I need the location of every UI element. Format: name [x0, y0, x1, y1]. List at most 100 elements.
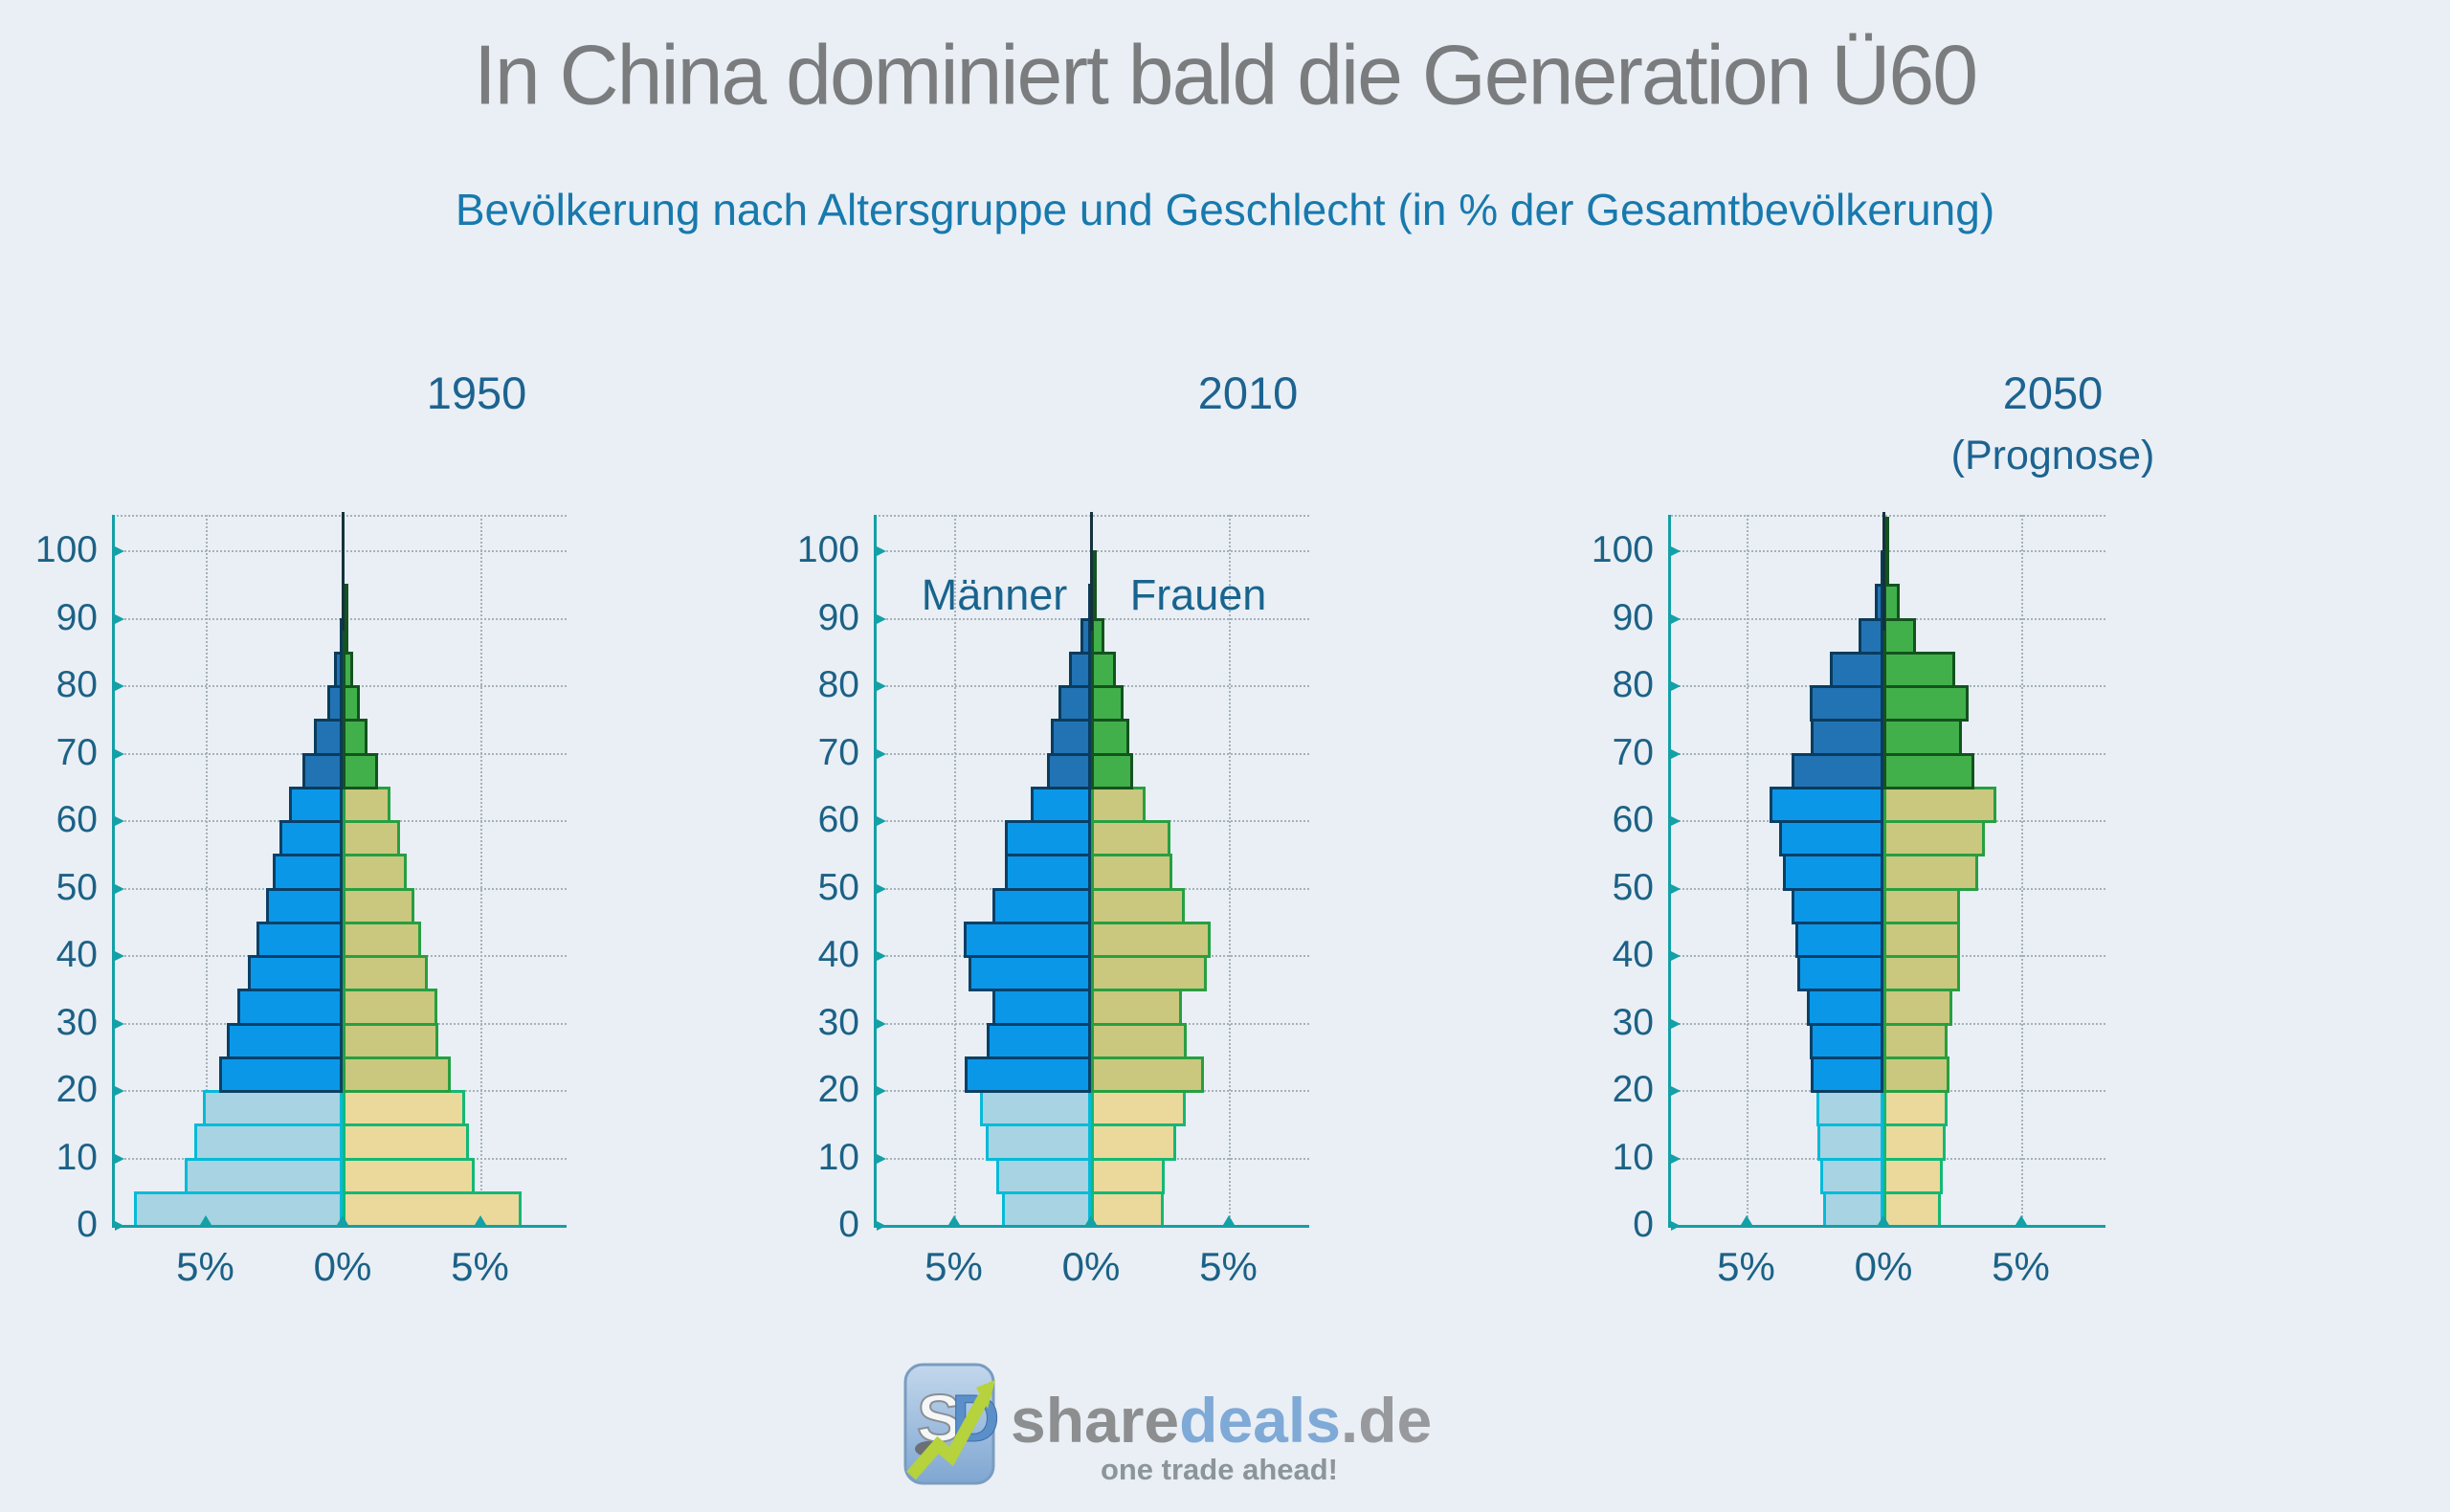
- bar-1950-female-45-49: [343, 887, 414, 924]
- bar-2010-female-25-29: [1091, 1022, 1188, 1059]
- bar-1950-male-30-34: [236, 989, 343, 1026]
- y-tick-2010-30: [877, 1018, 886, 1029]
- bar-2010-male-50-54: [1004, 854, 1091, 891]
- y-axis-1950: [112, 515, 115, 1228]
- bar-2050-male-5-9: [1819, 1157, 1883, 1194]
- y-tick-2050-70: [1671, 748, 1681, 759]
- x-tick-2050--5: [1740, 1215, 1752, 1225]
- bar-2050-female-35-39: [1883, 955, 1961, 992]
- y-tick-label-2010-20: 20: [817, 1069, 859, 1110]
- y-tick-label-2010-90: 90: [817, 596, 859, 638]
- bar-2010-female-35-39: [1091, 955, 1207, 992]
- logo-word-de: .de: [1340, 1385, 1433, 1456]
- y-tick-2010-60: [877, 816, 886, 826]
- bar-2010-female-50-54: [1091, 854, 1172, 891]
- logo-wordmark: sharedeals.de: [1011, 1384, 1432, 1456]
- bar-2010-male-85-89: [1080, 617, 1091, 655]
- y-tick-2050-80: [1671, 681, 1681, 691]
- y-tick-1950-70: [115, 748, 124, 759]
- bar-2050-female-85-89: [1883, 617, 1917, 655]
- y-tick-label-2050-60: 60: [1612, 799, 1654, 840]
- bar-2010-female-60-64: [1091, 786, 1147, 823]
- y-tick-1950-50: [115, 883, 124, 894]
- bar-1950-male-40-44: [256, 921, 343, 958]
- y-tick-2050-60: [1671, 816, 1681, 826]
- y-tick-label-1950-50: 50: [56, 866, 98, 908]
- bar-2050-female-70-74: [1883, 719, 1962, 756]
- chart-title-2050: 2050: [2002, 367, 2104, 418]
- y-tick-label-2050-10: 10: [1612, 1136, 1654, 1178]
- bar-1950-male-55-59: [278, 820, 343, 857]
- y-tick-2050-30: [1671, 1018, 1681, 1029]
- x-tick-label-2010-0: 5%: [924, 1244, 983, 1289]
- gridline-h-2050-top: [1668, 515, 2105, 517]
- bar-2050-female-100+: [1883, 516, 1889, 553]
- bar-1950-female-35-39: [343, 955, 428, 992]
- bar-1950-male-80-84: [333, 651, 343, 688]
- bar-2050-male-20-24: [1810, 1056, 1883, 1093]
- bar-2010-male-5-9: [995, 1157, 1091, 1194]
- y-tick-1950-0: [115, 1221, 124, 1231]
- bar-1950-female-70-74: [343, 719, 368, 756]
- y-tick-label-2010-70: 70: [817, 731, 859, 773]
- bar-1950-male-5-9: [184, 1157, 343, 1194]
- y-tick-2010-70: [877, 748, 886, 759]
- gridline-v-2050--5: [1746, 515, 1748, 1225]
- bar-1950-male-0-4: [133, 1190, 343, 1228]
- x-tick-1950--5: [199, 1215, 212, 1225]
- y-tick-label-2010-30: 30: [817, 1001, 859, 1043]
- bar-2050-male-0-4: [1822, 1190, 1883, 1228]
- y-tick-2010-20: [877, 1086, 886, 1096]
- y-tick-2010-0: [877, 1221, 886, 1231]
- bar-2010-female-80-84: [1091, 651, 1116, 688]
- bar-2010-female-65-69: [1091, 752, 1134, 789]
- y-tick-2050-40: [1671, 951, 1681, 961]
- x-tick-label-1950-0: 5%: [176, 1244, 234, 1289]
- gridline-v-2010-5: [1228, 515, 1231, 1225]
- bar-2050-female-25-29: [1883, 1022, 1949, 1059]
- y-tick-2010-40: [877, 951, 886, 961]
- bar-1950-female-15-19: [343, 1090, 465, 1127]
- x-axis-1950: [112, 1225, 567, 1228]
- gridline-h-1950-90: [112, 617, 567, 620]
- y-tick-2050-10: [1671, 1153, 1681, 1164]
- bar-1950-female-20-24: [343, 1056, 452, 1093]
- chart-title-2010: 2010: [1197, 367, 1299, 418]
- gridline-v-1950--5: [205, 515, 208, 1225]
- bar-2050-female-40-44: [1883, 921, 1961, 958]
- bar-2010-male-80-84: [1069, 651, 1091, 688]
- bar-1950-female-65-69: [343, 752, 379, 789]
- y-tick-label-2010-80: 80: [817, 664, 859, 705]
- bar-1950-male-70-74: [313, 719, 343, 756]
- y-tick-label-2050-80: 80: [1612, 664, 1654, 705]
- bar-2010-female-20-24: [1091, 1056, 1204, 1093]
- bar-2010-female-55-59: [1091, 820, 1171, 857]
- x-tick-2050-0: [1878, 1215, 1889, 1225]
- bar-2050-male-70-74: [1810, 719, 1883, 756]
- y-tick-1950-20: [115, 1086, 124, 1096]
- bar-2010-male-20-24: [964, 1056, 1091, 1093]
- bar-1950-female-25-29: [343, 1022, 439, 1059]
- y-tick-label-2050-20: 20: [1612, 1069, 1654, 1110]
- bar-2050-male-25-29: [1809, 1022, 1883, 1059]
- bar-2050-female-60-64: [1883, 786, 1996, 823]
- logo-badge-icon: S D: [903, 1363, 1000, 1485]
- x-axis-2010: [874, 1225, 1309, 1228]
- bar-2050-female-30-34: [1883, 989, 1952, 1026]
- y-tick-label-1950-90: 90: [56, 596, 98, 638]
- bar-2050-male-90-94: [1874, 584, 1883, 621]
- bar-1950-male-15-19: [202, 1090, 343, 1127]
- y-tick-label-1950-40: 40: [56, 934, 98, 975]
- bar-1950-female-40-44: [343, 921, 421, 958]
- bar-2010-male-55-59: [1004, 820, 1091, 857]
- x-tick-2010-0: [1085, 1215, 1097, 1225]
- y-tick-1950-40: [115, 951, 124, 961]
- bar-2050-female-0-4: [1883, 1190, 1942, 1228]
- bar-1950-female-30-34: [343, 989, 437, 1026]
- gridline-v-1950-5: [479, 515, 482, 1225]
- bar-2050-male-45-49: [1791, 887, 1883, 924]
- bar-2050-male-65-69: [1791, 752, 1883, 789]
- bar-1950-male-45-49: [265, 887, 343, 924]
- x-tick-2010-5: [1222, 1215, 1235, 1225]
- gridline-v-2050-5: [2020, 515, 2023, 1225]
